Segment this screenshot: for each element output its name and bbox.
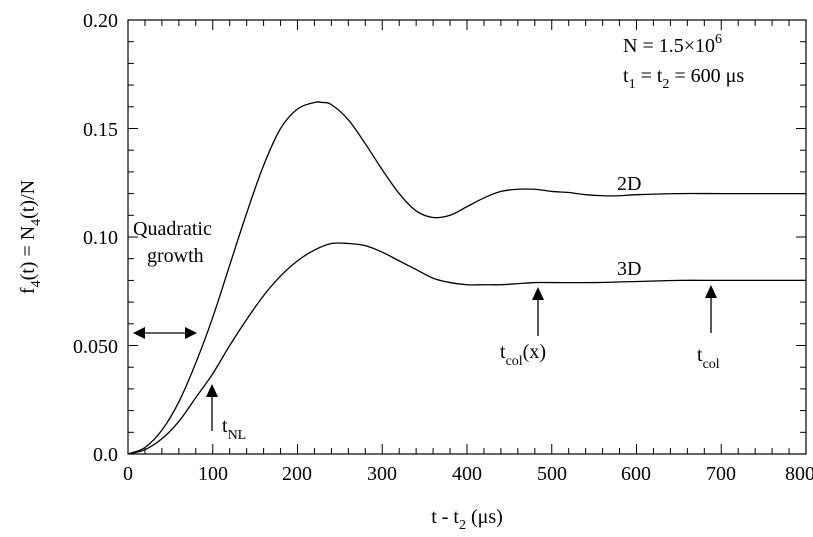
series-line-3d [127,242,806,455]
series-line-2d [127,101,806,455]
y-axis-title-p1: f [17,287,39,294]
x-tick-label: 600 [621,463,651,485]
x-tick-label: 200 [282,463,312,485]
t-nl-label: tNL [222,415,246,443]
series-label-3d: 3D [617,258,641,280]
y-tick-label: 0.10 [83,227,118,249]
t-col-x-arrow [532,287,544,336]
x-tick-label: 0 [123,463,133,485]
info-t: t1 = t2 = 600 μs [623,65,744,92]
t-col-x-sub: col [506,354,523,369]
series-lines [127,101,806,455]
info-n-main: N = 1.5×10 [623,35,715,57]
info-t-a-sub: 1 [629,77,636,92]
y-axis-title: f4(t) = N4(t)/N [17,180,44,294]
t-col-x-main: t [500,341,506,363]
y-tick-label: 0.0 [93,444,118,466]
y-axis-title-p2: (t) = N [17,226,39,281]
quadratic-label-line1: Quadratic [133,218,212,240]
y-tick-label: 0.20 [83,10,118,32]
x-tick-label: 800 [785,463,813,485]
t-col-x-rest: (x) [523,341,546,363]
quadratic-double-arrow [133,327,197,339]
t-col-label: tcol [697,344,720,372]
x-axis-title-rest: (μs) [466,506,503,528]
y-tick-label: 0.050 [73,336,118,358]
y-axis-title-s2: 4 [29,219,44,226]
x-tick-label: 500 [537,463,567,485]
y-axis-title-s1: 4 [29,280,44,287]
info-n-sup: 6 [715,32,722,47]
x-axis-title-main: t - t [431,506,459,528]
t-col-x-label: tcol(x) [500,341,546,369]
info-t-b: = t [636,65,663,87]
t-col-main: t [697,344,703,366]
t-nl-sub: NL [228,428,247,443]
info-t-c: = 600 μs [669,65,744,87]
quadratic-label-line2: growth [147,245,204,267]
t-col-sub: col [703,357,720,372]
x-axis-title-sub: 2 [459,518,466,533]
info-t-b-sub: 2 [662,77,669,92]
y-axis-title-p3: (t)/N [17,180,39,219]
t-nl-arrow [206,384,218,431]
series-label-2d: 2D [617,173,641,195]
y-tick-labels: 0.0 0.050 0.10 0.15 0.20 [73,10,118,466]
t-col-arrow [705,285,717,333]
x-tick-label: 100 [198,463,228,485]
y-tick-label: 0.15 [83,119,118,141]
x-tick-labels: 0 100 200 300 400 500 600 700 800 [123,463,813,485]
x-tick-label: 400 [452,463,482,485]
x-tick-label: 700 [706,463,736,485]
info-t-a: t [623,65,629,87]
x-tick-label: 300 [367,463,397,485]
x-axis-title: t - t2 (μs) [431,506,503,533]
t-nl-main: t [222,415,228,437]
info-n: N = 1.5×106 [623,32,722,57]
